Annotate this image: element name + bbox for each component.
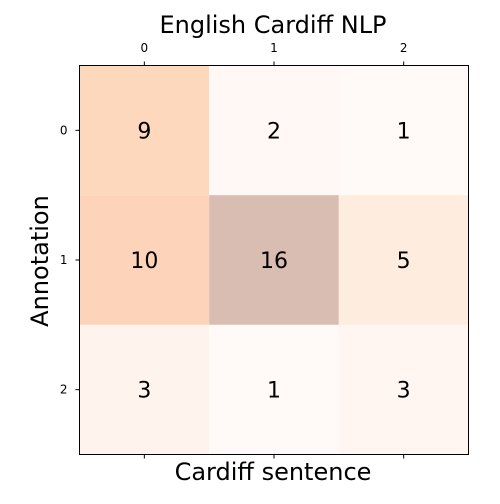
cell-value-r1-c1: 16 bbox=[260, 249, 288, 274]
cell-value-r0-c2: 1 bbox=[397, 119, 411, 144]
cell-value-r1-c0: 10 bbox=[130, 249, 158, 274]
cell-value-r1-c2: 5 bbox=[397, 249, 411, 274]
x-tick-label-0: 0 bbox=[141, 41, 149, 55]
x-tick-label-1: 1 bbox=[270, 41, 278, 55]
cell-value-r0-c0: 9 bbox=[137, 119, 151, 144]
y-tick-label-1: 1 bbox=[60, 253, 68, 267]
x-axis-label: Cardiff sentence bbox=[175, 458, 372, 486]
cell-value-r2-c1: 1 bbox=[267, 379, 281, 404]
y-axis-label: Annotation bbox=[26, 195, 54, 327]
x-tick-label-2: 2 bbox=[400, 41, 408, 55]
y-tick-label-2: 2 bbox=[60, 383, 68, 397]
chart-title: English Cardiff NLP bbox=[159, 11, 386, 39]
cell-value-r0-c1: 2 bbox=[267, 119, 281, 144]
y-tick-label-0: 0 bbox=[60, 123, 68, 137]
cell-value-r2-c0: 3 bbox=[137, 379, 151, 404]
cell-value-r2-c2: 3 bbox=[397, 379, 411, 404]
